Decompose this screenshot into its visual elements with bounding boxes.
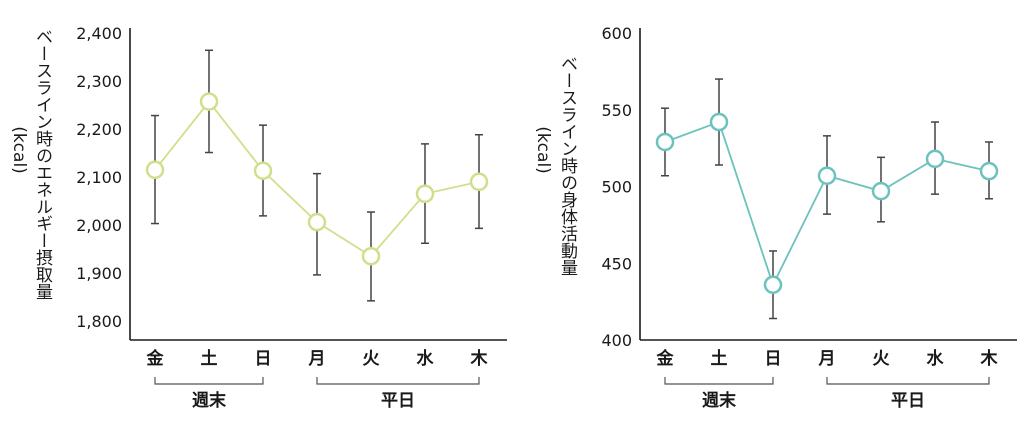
group-label: 週末 bbox=[192, 390, 227, 411]
x-tick-label: 月 bbox=[308, 349, 326, 369]
data-point bbox=[817, 166, 837, 186]
y-tick-label: 400 bbox=[601, 331, 632, 350]
y-tick-label: 2,000 bbox=[76, 216, 122, 235]
x-tick-label: 日 bbox=[255, 349, 272, 369]
y-tick-label: 1,800 bbox=[76, 312, 122, 331]
x-tick-label: 月 bbox=[818, 349, 836, 369]
y-tick-label: 1,900 bbox=[76, 264, 122, 283]
y-tick-label: 450 bbox=[601, 254, 632, 273]
y-tick-label: 500 bbox=[601, 178, 632, 197]
group-bracket bbox=[316, 377, 480, 385]
group-bracket bbox=[154, 377, 264, 385]
group-label: 平日 bbox=[381, 391, 415, 411]
x-tick-label: 木 bbox=[980, 348, 999, 369]
data-point bbox=[871, 181, 891, 201]
data-point bbox=[307, 212, 327, 232]
chart-2: 400 450 500 550 600 ベースライン時の身体活動量(kcal) 金 土 日 月 火 水… bbox=[533, 24, 1017, 411]
x-tick-label: 土 bbox=[711, 348, 728, 369]
data-point bbox=[925, 149, 945, 169]
data-point bbox=[763, 275, 783, 294]
y-axis-title: ベースライン時の身体活動量 bbox=[557, 55, 578, 276]
chart-1: 1,800 1,900 2,000 2,100 2,200 2,300 2,400 ベースライ… bbox=[9, 24, 507, 411]
x-tick-label: 金 bbox=[146, 348, 165, 369]
x-tick-label: 金 bbox=[656, 348, 675, 369]
data-point bbox=[361, 246, 381, 266]
y-tick-label: 2,300 bbox=[76, 72, 122, 91]
y-tick-label: 2,400 bbox=[76, 24, 122, 43]
y-tick-label: 600 bbox=[601, 24, 632, 43]
x-tick-label: 火 bbox=[363, 349, 381, 369]
data-point bbox=[709, 112, 729, 132]
data-point bbox=[199, 92, 219, 111]
x-tick-label: 土 bbox=[201, 348, 218, 369]
data-point bbox=[655, 132, 675, 152]
x-tick-label: 火 bbox=[873, 349, 891, 369]
data-point bbox=[469, 172, 489, 192]
x-tick-label: 水 bbox=[417, 348, 435, 369]
y-axis-unit: (kcal) bbox=[9, 126, 29, 174]
data-point bbox=[415, 184, 435, 204]
group-bracket bbox=[664, 377, 774, 385]
y-tick-label: 2,100 bbox=[76, 168, 122, 187]
y-tick-label: 2,200 bbox=[76, 120, 122, 139]
group-label: 平日 bbox=[891, 391, 925, 411]
x-tick-label: 日 bbox=[765, 349, 782, 369]
group-label: 週末 bbox=[702, 390, 737, 411]
group-bracket bbox=[826, 377, 990, 385]
data-point bbox=[253, 161, 273, 181]
y-axis-unit: (kcal) bbox=[533, 126, 553, 174]
x-tick-label: 水 bbox=[927, 348, 945, 369]
data-point bbox=[979, 161, 999, 181]
y-axis-title: ベースライン時のエネルギー摂取量 bbox=[32, 28, 53, 300]
x-tick-label: 木 bbox=[470, 348, 489, 369]
data-point bbox=[145, 160, 165, 180]
y-tick-label: 550 bbox=[601, 101, 632, 120]
